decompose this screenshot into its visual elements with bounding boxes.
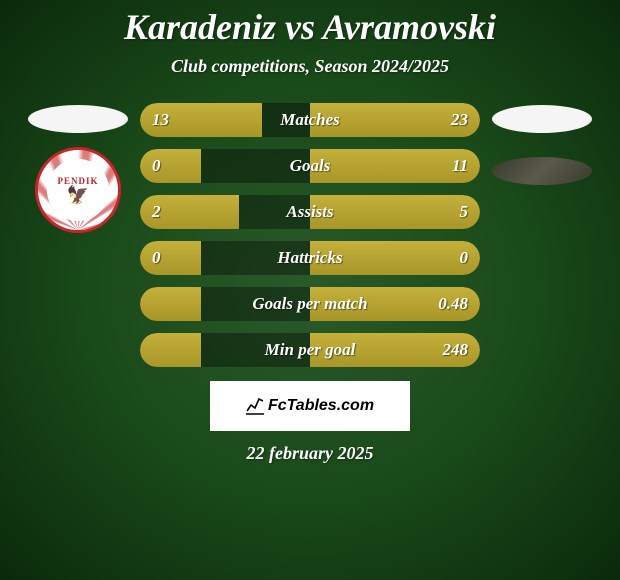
stat-value-left: 2: [152, 202, 161, 222]
stat-label: Goals: [290, 156, 331, 176]
bar-fill-left: [140, 149, 201, 183]
bar-fill-left: [140, 333, 201, 367]
stat-row: 0 11 Goals: [140, 149, 480, 183]
date-label: 22 february 2025: [0, 443, 620, 464]
stat-label: Min per goal: [265, 340, 356, 360]
brand-logo: FcTables.com: [246, 397, 374, 415]
stat-value-left: 13: [152, 110, 169, 130]
stat-value-left: 0: [152, 156, 161, 176]
stat-label: Hattricks: [277, 248, 342, 268]
jersey-icon: [492, 105, 592, 133]
stat-row: 248 Min per goal: [140, 333, 480, 367]
stat-value-right: 11: [452, 156, 468, 176]
stat-value-right: 248: [443, 340, 469, 360]
brand-text: FcTables.com: [268, 397, 374, 415]
bar-fill-left: [140, 241, 201, 275]
jersey-icon: [492, 157, 592, 185]
page-title: Karadeniz vs Avramovski: [0, 0, 620, 48]
stat-row: 13 23 Matches: [140, 103, 480, 137]
stat-bars: 1323Matches011Goals25Assists00Hattricks0…: [140, 103, 480, 367]
eagle-icon: 🦅: [57, 186, 98, 204]
left-player-column: PENDIK 🦅: [28, 103, 128, 233]
bar-fill-left: [140, 287, 201, 321]
stat-label: Matches: [280, 110, 340, 130]
stat-value-right: 0.48: [438, 294, 468, 314]
stat-row: 0 0 Hattricks: [140, 241, 480, 275]
club-badge-left: PENDIK 🦅: [35, 147, 121, 233]
comparison-content: PENDIK 🦅 13 23 Matches 0 11 Goals 2 5 Assists 0 0 H…: [0, 103, 620, 367]
stat-value-right: 5: [460, 202, 469, 222]
stat-row: 0.48 Goals per match: [140, 287, 480, 321]
bar-fill-right: [310, 195, 480, 229]
stat-value-right: 23: [451, 110, 468, 130]
stat-value-left: 0: [152, 248, 161, 268]
chart-icon: [246, 397, 264, 415]
jersey-icon: [28, 105, 128, 133]
stat-label: Assists: [286, 202, 333, 222]
right-player-column: [492, 103, 592, 185]
subtitle: Club competitions, Season 2024/2025: [0, 56, 620, 77]
footer-brand-badge: FcTables.com: [210, 381, 410, 431]
stat-value-right: 0: [460, 248, 469, 268]
stat-row: 2 5 Assists: [140, 195, 480, 229]
stat-label: Goals per match: [252, 294, 367, 314]
